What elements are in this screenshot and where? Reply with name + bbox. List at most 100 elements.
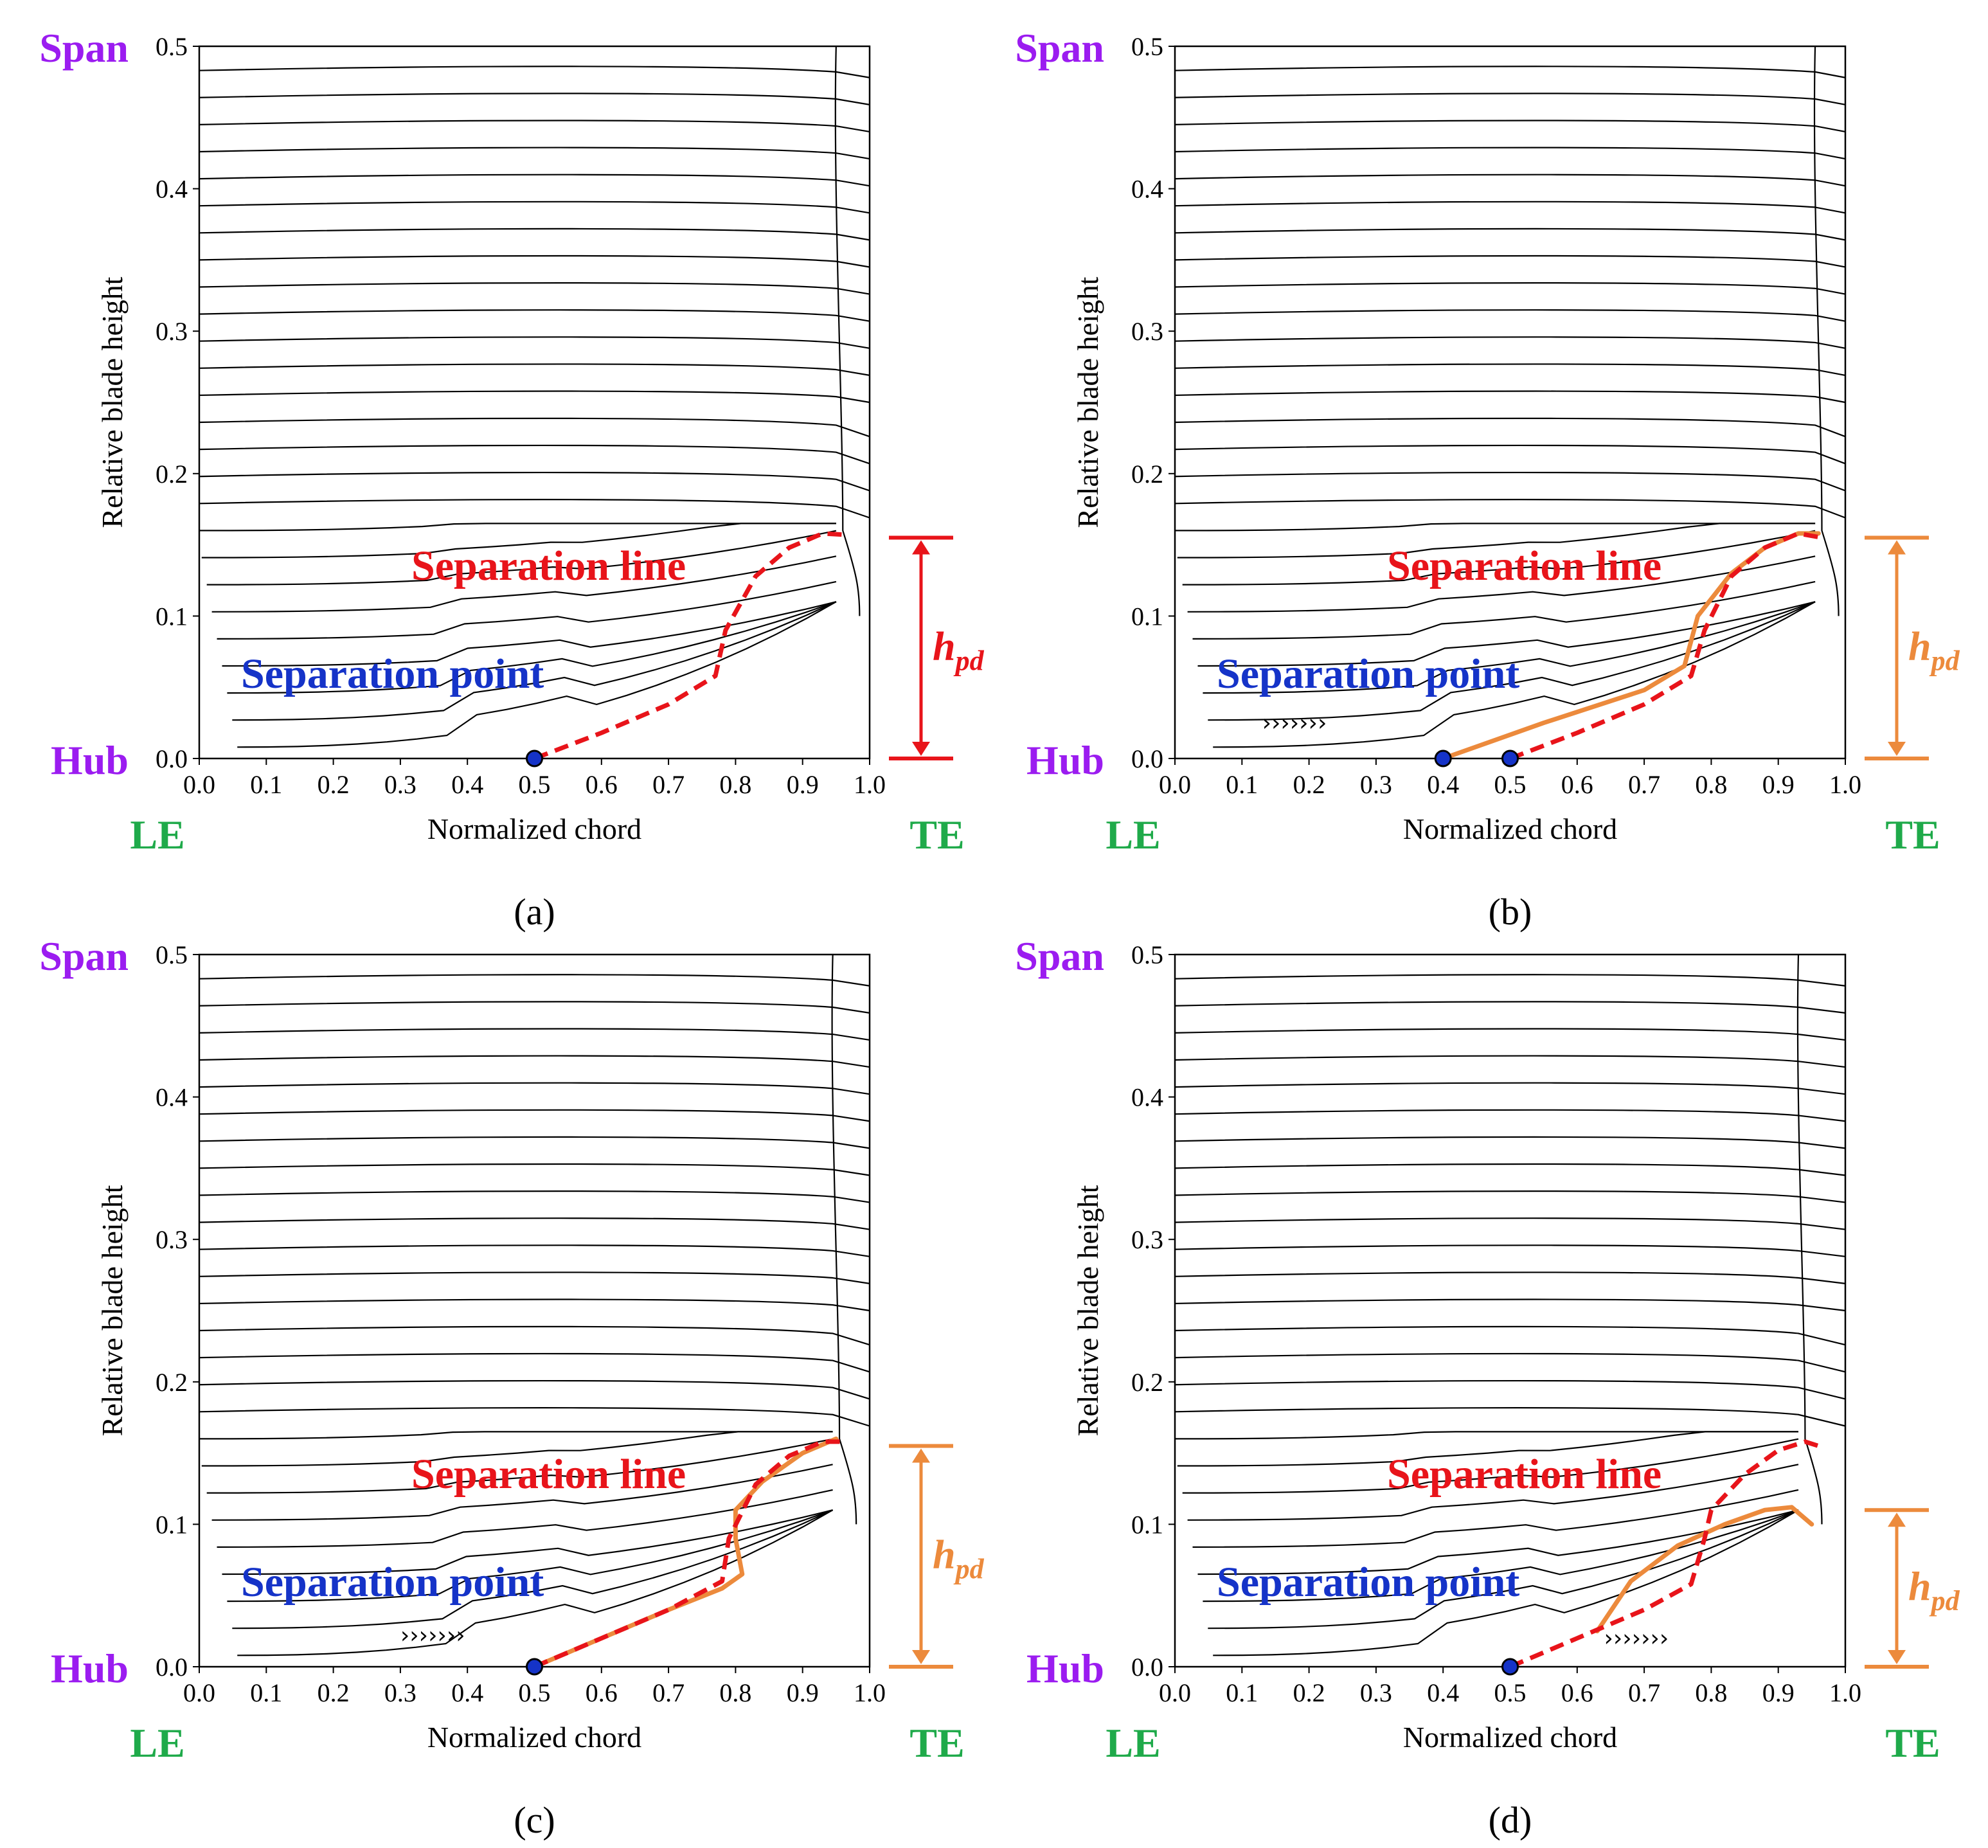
streamline	[1208, 601, 1816, 721]
streamline	[199, 499, 870, 519]
y-tick-label: 0.1	[1131, 1510, 1163, 1539]
hpd-arrow-down	[1888, 1650, 1906, 1664]
separation-point-label: Separation point	[1217, 650, 1519, 697]
streamline	[1192, 580, 1816, 640]
streamline	[199, 1325, 870, 1346]
y-tick-label: 0.2	[1131, 460, 1163, 489]
orange-streamline	[1595, 1505, 1814, 1634]
y-tick-label: 0.0	[156, 744, 188, 773]
streamlines	[199, 66, 870, 748]
x-tick-label: 0.8	[719, 770, 751, 799]
streamline	[211, 555, 837, 613]
x-tick-label: 0.6	[1561, 1678, 1593, 1707]
le-label: LE	[1106, 812, 1160, 857]
streamline	[199, 1109, 870, 1122]
streamline	[1174, 1244, 1846, 1257]
x-tick-label: 1.0	[1829, 770, 1861, 799]
hpd-label-main: h	[1908, 623, 1931, 668]
streamline	[1174, 1028, 1846, 1041]
streamline	[1174, 974, 1846, 987]
hpd-label-sub: pd	[1929, 1585, 1960, 1617]
x-tick-label: 0.3	[1360, 1678, 1392, 1707]
streamline	[1174, 282, 1846, 295]
x-tick-label: 0.7	[1628, 1678, 1660, 1707]
separation-point-marker	[1501, 1658, 1519, 1676]
streamline	[1174, 1271, 1846, 1284]
y-tick-label: 0.1	[156, 602, 188, 631]
streamline	[1174, 1163, 1846, 1176]
separation-line	[1509, 1439, 1820, 1669]
streamline	[199, 282, 870, 295]
streamline	[199, 471, 870, 492]
hpd-arrow-up	[1888, 1512, 1906, 1527]
streamline	[1174, 499, 1846, 519]
streamline	[1174, 444, 1846, 465]
streamline	[237, 1509, 834, 1656]
y-tick-label: 0.5	[156, 940, 188, 969]
x-tick-label: 0.5	[519, 1678, 551, 1707]
x-tick-label: 0.1	[250, 1678, 282, 1707]
hpd-label: hpd	[933, 1531, 985, 1584]
te-label: TE	[1885, 1720, 1940, 1766]
y-axis-title: Relative blade height	[96, 1185, 129, 1436]
x-tick-label: 0.4	[451, 1678, 483, 1707]
le-label: LE	[130, 1720, 184, 1766]
streamline	[1174, 255, 1846, 268]
hpd-label-main: h	[933, 623, 956, 668]
x-tick-label: 0.5	[1494, 770, 1527, 799]
le-label: LE	[1106, 1720, 1160, 1766]
x-tick-label: 0.2	[1293, 770, 1325, 799]
separation-line-label: Separation line	[411, 543, 686, 589]
streamline	[199, 1136, 870, 1149]
streamline	[1174, 1001, 1846, 1014]
y-tick-label: 0.2	[156, 460, 188, 489]
x-tick-label: 0.6	[586, 1678, 618, 1707]
streamline	[199, 1163, 870, 1176]
x-tick-label: 0.5	[1494, 1678, 1527, 1707]
x-tick-label: 0.8	[1695, 770, 1727, 799]
hub-label: Hub	[51, 737, 129, 783]
x-tick-label: 1.0	[854, 1678, 886, 1707]
streamline	[199, 1352, 870, 1373]
x-tick-label: 1.0	[854, 770, 886, 799]
te-label: TE	[909, 812, 964, 857]
streamline	[232, 601, 837, 721]
streamline	[199, 201, 870, 214]
le-label: LE	[130, 812, 184, 857]
x-tick-label: 0.0	[183, 1678, 215, 1707]
streamline	[199, 93, 870, 105]
separation-point-marker	[1501, 749, 1519, 767]
x-tick-label: 1.0	[1829, 1678, 1861, 1707]
streamline	[222, 601, 837, 667]
streamline	[201, 523, 836, 559]
streamline	[1174, 336, 1846, 349]
span-label: Span	[1015, 933, 1104, 979]
x-tick-label: 0.4	[451, 770, 483, 799]
streamline	[1174, 1217, 1846, 1230]
x-tick-label: 0.1	[1226, 1678, 1258, 1707]
streamline	[199, 1217, 870, 1230]
te-label: TE	[1885, 812, 1940, 857]
x-tick-label: 0.9	[787, 770, 819, 799]
hpd-label-sub: pd	[953, 1553, 985, 1584]
streamline	[227, 601, 837, 694]
hpd-arrow-up	[1888, 540, 1906, 555]
streamline	[1174, 1379, 1846, 1400]
span-label: Span	[1015, 25, 1104, 71]
streamline	[199, 444, 870, 465]
panel-d: 0.0 0.1 0.2 0.3 0.4 0.5 0.6 0.7 0.8 0.9 1.0 0.0 0.1 0…	[1015, 933, 1960, 1841]
span-label: Span	[39, 25, 129, 71]
x-tick-label: 0.1	[250, 770, 282, 799]
x-tick-label: 0.3	[384, 770, 416, 799]
hub-label: Hub	[51, 1646, 129, 1691]
x-tick-label: 0.5	[519, 770, 551, 799]
y-tick-label: 0.0	[1131, 744, 1163, 773]
streamline	[1175, 1431, 1798, 1440]
x-tick-label: 0.9	[1762, 770, 1795, 799]
y-tick-label: 0.4	[156, 1083, 188, 1112]
streamline	[199, 255, 870, 268]
streamline	[199, 1055, 870, 1068]
streamline	[1174, 1136, 1846, 1149]
y-axis-title: Relative blade height	[1071, 1185, 1104, 1436]
y-tick-label: 0.2	[1131, 1368, 1163, 1397]
